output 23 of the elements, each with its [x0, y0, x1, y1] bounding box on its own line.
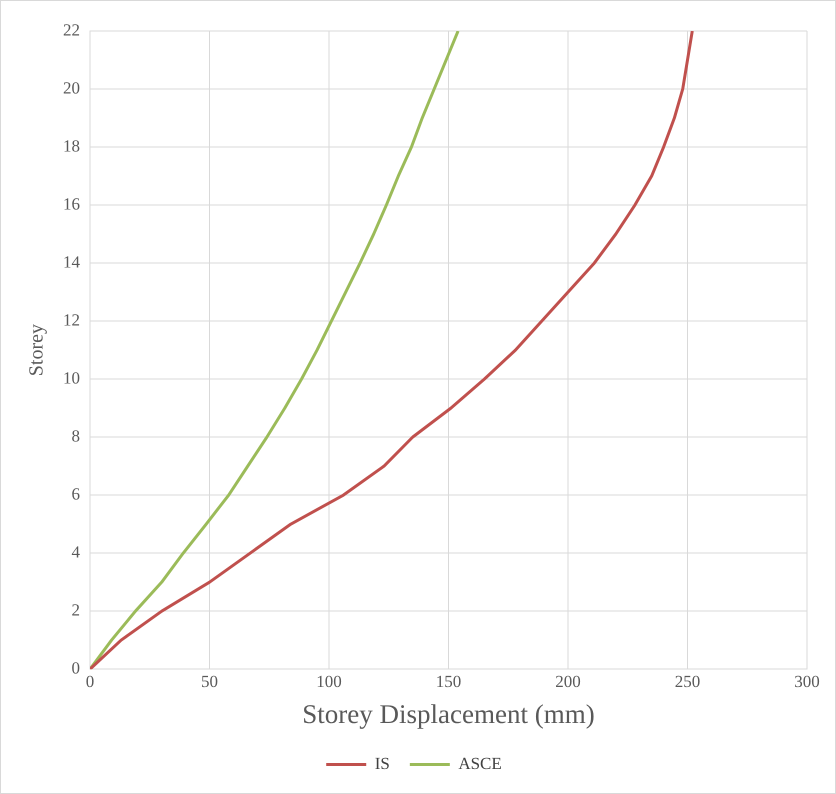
x-tick-label: 50: [201, 672, 218, 691]
x-tick-label: 300: [794, 672, 820, 691]
y-tick-label: 20: [63, 78, 80, 98]
x-axis-title: Storey Displacement (mm): [302, 698, 595, 729]
y-tick-label: 4: [72, 542, 80, 562]
x-tick-label: 250: [674, 672, 700, 691]
x-tick-label: 150: [436, 672, 462, 691]
legend-label: IS: [374, 754, 390, 773]
y-tick-label: 16: [63, 194, 80, 214]
y-tick-label: 22: [63, 20, 80, 40]
x-tick-label: 100: [316, 672, 342, 691]
y-tick-label: 10: [63, 368, 80, 388]
y-tick-label: 14: [63, 252, 80, 272]
y-tick-label: 2: [72, 600, 80, 620]
y-tick-label: 18: [63, 136, 80, 156]
y-tick-label: 8: [72, 426, 80, 446]
legend-label: ASCE: [458, 754, 502, 773]
y-tick-label: 12: [63, 310, 80, 330]
x-tick-label: 200: [555, 672, 581, 691]
y-tick-label: 0: [72, 658, 80, 678]
y-axis-title: Storey: [25, 324, 48, 376]
x-tick-label: 0: [86, 672, 94, 691]
y-tick-label: 6: [72, 484, 80, 504]
